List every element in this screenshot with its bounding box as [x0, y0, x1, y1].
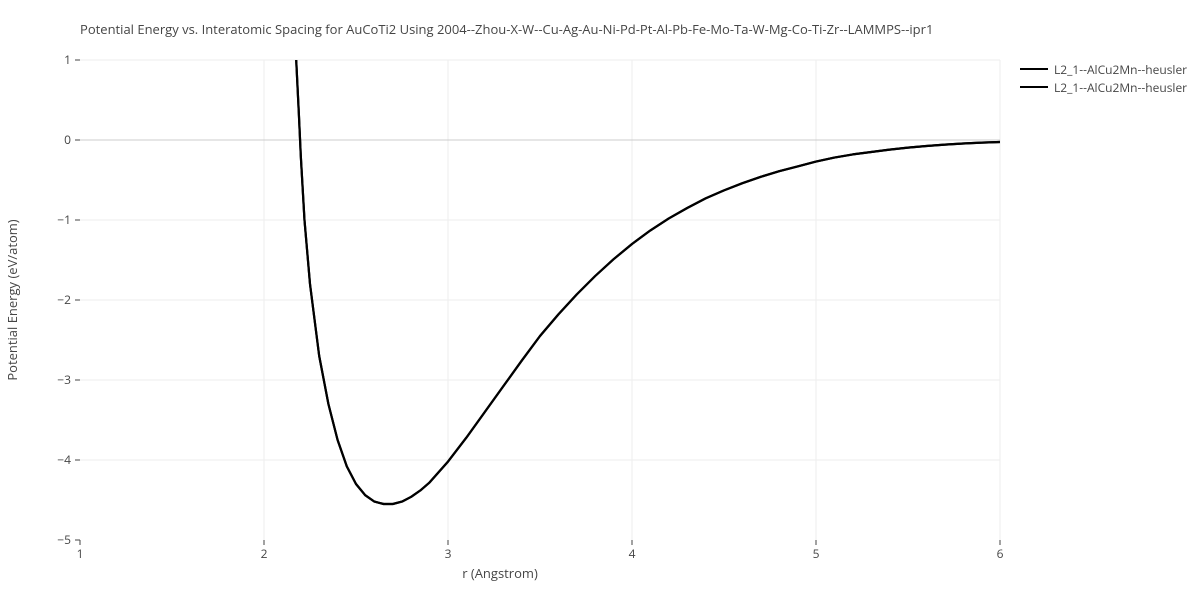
y-tick-label: −4: [57, 451, 71, 468]
series-line: [296, 60, 1000, 504]
series-line: [296, 60, 1000, 504]
legend-label: L2_1--AlCu2Mn--heusler: [1054, 61, 1187, 78]
legend-swatch: [1020, 68, 1048, 70]
chart-container: Potential Energy vs. Interatomic Spacing…: [0, 0, 1200, 600]
x-tick-label: 1: [77, 545, 84, 562]
y-tick-label: −2: [57, 291, 71, 308]
legend-item[interactable]: L2_1--AlCu2Mn--heusler: [1020, 78, 1187, 96]
legend[interactable]: L2_1--AlCu2Mn--heuslerL2_1--AlCu2Mn--heu…: [1020, 60, 1187, 96]
x-tick-label: 5: [813, 545, 820, 562]
legend-item[interactable]: L2_1--AlCu2Mn--heusler: [1020, 60, 1187, 78]
x-tick-label: 2: [261, 545, 268, 562]
y-tick-label: 0: [64, 131, 71, 148]
legend-label: L2_1--AlCu2Mn--heusler: [1054, 79, 1187, 96]
legend-swatch: [1020, 86, 1048, 88]
y-tick-label: −3: [57, 371, 71, 388]
y-tick-label: −5: [57, 531, 71, 548]
x-tick-label: 4: [629, 545, 636, 562]
y-tick-label: 1: [64, 51, 71, 68]
x-tick-label: 3: [445, 545, 452, 562]
x-tick-label: 6: [997, 545, 1004, 562]
y-tick-label: −1: [57, 211, 71, 228]
